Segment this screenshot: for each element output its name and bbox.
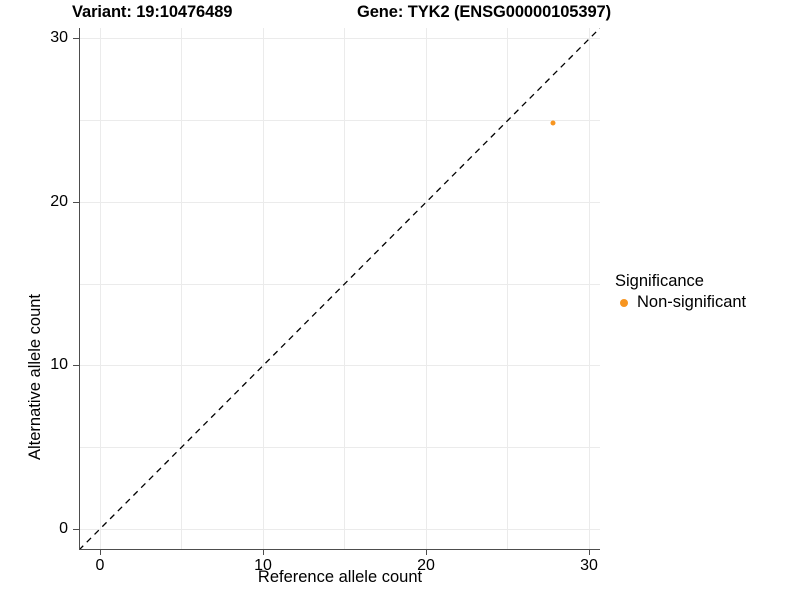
x-tick-10	[263, 549, 265, 555]
data-point-non-significant[interactable]	[550, 120, 556, 126]
x-tick-20	[426, 549, 428, 555]
y-axis-line	[79, 28, 81, 550]
y-ticklabel-10: 10	[50, 356, 68, 373]
legend-key-icon	[615, 294, 632, 311]
gridline-x-20	[426, 28, 427, 549]
gridline-x-30	[589, 28, 590, 549]
y-tick-20	[73, 202, 79, 204]
y-tick-0	[73, 529, 79, 531]
x-ticklabel-30: 30	[580, 557, 598, 574]
x-axis-line	[79, 548, 600, 550]
x-ticklabel-0: 0	[95, 557, 105, 574]
x-axis-title: Reference allele count	[257, 568, 423, 586]
y-tick-30	[73, 38, 79, 40]
plot-panel	[80, 28, 600, 549]
gridline-x-10	[263, 28, 264, 549]
legend: Significance Non-significant	[615, 272, 795, 312]
gridline-y-5	[80, 447, 600, 448]
gridline-y-10	[80, 365, 600, 366]
legend-item-non-significant[interactable]: Non-significant	[615, 293, 795, 312]
plot-title-row: Variant: 19:10476489 Gene: TYK2 (ENSG000…	[0, 0, 800, 28]
x-ticklabel-20: 20	[417, 557, 435, 574]
y-ticklabel-30: 30	[50, 29, 68, 46]
y-ticklabel-0: 0	[59, 520, 68, 537]
gridline-x-0	[100, 28, 101, 549]
gridline-x-5	[181, 28, 182, 549]
y-axis-title: Alternative allele count	[26, 293, 44, 460]
x-tick-30	[589, 549, 591, 555]
identity-reference-line	[80, 28, 600, 549]
gridline-y-25	[80, 120, 600, 121]
gene-title: Gene: TYK2 (ENSG00000105397)	[357, 3, 611, 21]
gridline-y-0	[80, 529, 600, 530]
variant-title: Variant: 19:10476489	[72, 3, 233, 21]
x-ticklabel-10: 10	[254, 557, 272, 574]
gridline-y-20	[80, 202, 600, 203]
gridline-x-15	[344, 28, 345, 549]
y-tick-10	[73, 365, 79, 367]
legend-dot-icon	[619, 298, 628, 307]
legend-title: Significance	[615, 272, 704, 290]
gridline-x-25	[507, 28, 508, 549]
gridline-y-30	[80, 38, 600, 39]
legend-label-non-significant: Non-significant	[637, 293, 747, 311]
x-tick-0	[100, 549, 102, 555]
y-ticklabel-20: 20	[50, 193, 68, 210]
gridline-y-15	[80, 284, 600, 285]
